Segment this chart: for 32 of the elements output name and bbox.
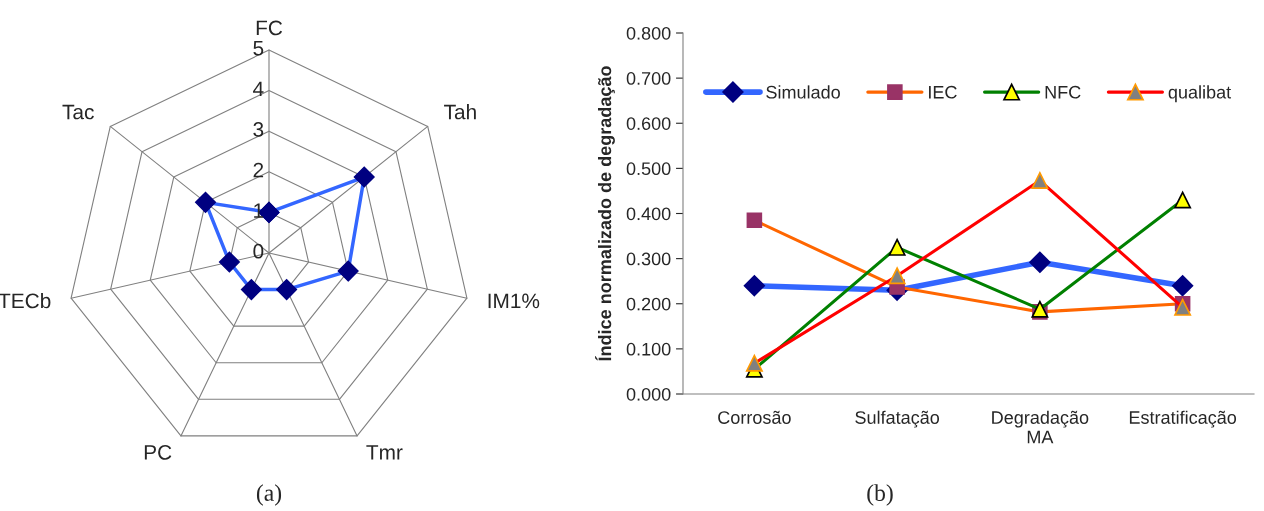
spoke-label: FC: [256, 20, 283, 36]
y-tick-label: 0.400: [626, 207, 671, 221]
y-tick-label: 0.100: [626, 342, 671, 356]
y-tick-label: 0.300: [626, 252, 671, 266]
y-tick-label: 4: [253, 81, 264, 96]
spoke-label: Tah: [444, 104, 476, 120]
text: (a): [256, 484, 282, 506]
y-tick-label: 0.600: [626, 117, 671, 130]
x-tick-label: Sulfatação: [855, 410, 940, 428]
y-tick-label: 5: [253, 41, 264, 56]
spoke-label: IM1%: [488, 293, 540, 309]
y-tick-label: 0: [253, 243, 264, 259]
y-tick-label: 3: [253, 122, 264, 137]
x-tick-label: Degradação MA: [992, 410, 1089, 444]
y-tick-label: 1: [254, 203, 264, 218]
y-tick-label: 2: [253, 162, 264, 178]
legend-label: NFC: [1045, 85, 1081, 99]
spoke-label: Tmr: [366, 445, 403, 460]
y-tick-label: 0.200: [626, 297, 671, 311]
text: (b): [867, 484, 893, 506]
y-tick-label: 0.000: [626, 387, 671, 401]
y-tick-label: 0.700: [626, 72, 671, 85]
y-tick-label: 0.800: [626, 26, 671, 40]
spoke-label: Tac: [62, 104, 94, 120]
legend-label: Simulado: [766, 85, 840, 99]
x-tick-label: Corrosão: [718, 410, 791, 424]
legend-label: qualibat: [1168, 85, 1232, 103]
x-tick-label: Estratificação: [1129, 410, 1237, 428]
y-axis-title: Índice normalizado de degradação: [595, 66, 615, 361]
legend-label: IEC: [929, 85, 957, 99]
spoke-label: PC: [144, 445, 172, 460]
y-tick-label: 0.500: [626, 162, 671, 176]
